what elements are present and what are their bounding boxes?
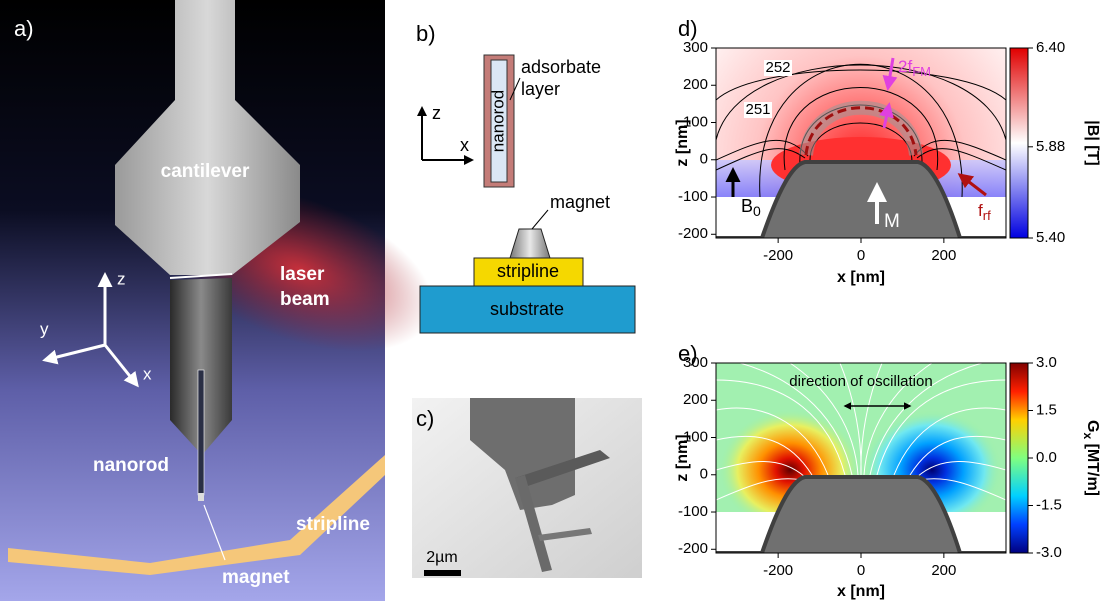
leader-line [532, 210, 548, 229]
y-tick-label: -100 [678, 188, 708, 205]
y-tick-label: -200 [678, 540, 708, 557]
y-tick-label: 100 [683, 113, 708, 130]
x-tick-label: 0 [857, 562, 865, 579]
heatmap [716, 363, 1006, 553]
label-unit: [MT/m] [1084, 439, 1101, 496]
axis-label: x [143, 364, 152, 383]
annotation: direction of oscillation [789, 373, 932, 390]
colorbar-tick-label: 5.88 [1036, 138, 1065, 155]
y-tick-label: 0 [700, 466, 708, 483]
y-tick-label: 300 [683, 354, 708, 371]
label: nanorod [488, 90, 507, 152]
label: nanorod [93, 455, 169, 476]
label: layer [521, 79, 560, 99]
figure: z y x a) cantilever laser beam nanorod s… [0, 0, 1110, 601]
annotation: M [884, 211, 900, 232]
contour-label: 252 [765, 59, 790, 76]
axis-label: z [117, 269, 126, 288]
panel-label: a) [14, 16, 34, 41]
label: substrate [490, 299, 564, 319]
panel-e: e) direction of oscillation Gx [MT/m] z … [674, 341, 1101, 600]
annotation-sub: 0 [753, 203, 761, 219]
panel-b: b) z x nanorod adsorbate layer substrate… [416, 21, 635, 333]
colorbar-tick-label: -1.5 [1036, 496, 1062, 513]
annotation-main: B [741, 196, 753, 216]
label: adsorbate [521, 57, 601, 77]
colorbar-tick-label: -3.0 [1036, 544, 1062, 561]
colorbar-tick-label: 1.5 [1036, 401, 1057, 418]
y-tick-label: -200 [678, 225, 708, 242]
scale-bar-label: 2µm [426, 549, 457, 566]
colorbar-label: Gx [MT/m] [1081, 420, 1101, 496]
label: stripline [296, 514, 370, 535]
x-tick-label: 200 [931, 562, 956, 579]
annotation-sub: FM [912, 64, 931, 79]
x-tick-label: 200 [931, 247, 956, 264]
colorbar [1010, 48, 1028, 238]
y-tick-label: 100 [683, 428, 708, 445]
label: cantilever [161, 161, 250, 182]
axis-label: y [40, 319, 49, 338]
panel-c: c) 2µm [412, 398, 642, 578]
colorbar-label: |B| [T] [1084, 120, 1101, 165]
colorbar-tick-label: 3.0 [1036, 354, 1057, 371]
y-tick-label: 0 [700, 151, 708, 168]
axis-label: z [432, 103, 441, 123]
nanorod-shape [198, 370, 204, 495]
panel-label: d) [678, 16, 698, 41]
panel-label: c) [416, 406, 434, 431]
y-tick-label: 200 [683, 391, 708, 408]
magnet-shape [198, 493, 204, 501]
y-tick-label: -100 [678, 503, 708, 520]
colorbar-tick-label: 5.40 [1036, 229, 1065, 246]
contour-label: 251 [745, 101, 770, 118]
x-axis-label: x [nm] [837, 269, 885, 286]
x-tick-label: -200 [763, 562, 793, 579]
y-tick-label: 200 [683, 76, 708, 93]
axis-label: x [460, 135, 469, 155]
label: beam [280, 289, 330, 310]
label-main: G [1084, 420, 1101, 432]
y-tick-label: 300 [683, 39, 708, 56]
label: magnet [222, 567, 290, 588]
panel-a: z y x a) cantilever laser beam nanorod s… [0, 0, 455, 601]
x-tick-label: -200 [763, 247, 793, 264]
colorbar-tick-label: 0.0 [1036, 449, 1057, 466]
annotation-main: 2f [898, 57, 912, 76]
panel-label: b) [416, 21, 436, 46]
x-axis-label: x [nm] [837, 583, 885, 600]
colorbar-tick-label: 6.40 [1036, 39, 1065, 56]
scale-bar [424, 570, 461, 576]
label: magnet [550, 192, 610, 212]
x-tick-label: 0 [857, 247, 865, 264]
annotation-sub: rf [983, 208, 991, 223]
label: laser [280, 264, 325, 285]
colorbar [1010, 363, 1028, 553]
magnet-shape [510, 229, 550, 258]
label: stripline [497, 261, 559, 281]
